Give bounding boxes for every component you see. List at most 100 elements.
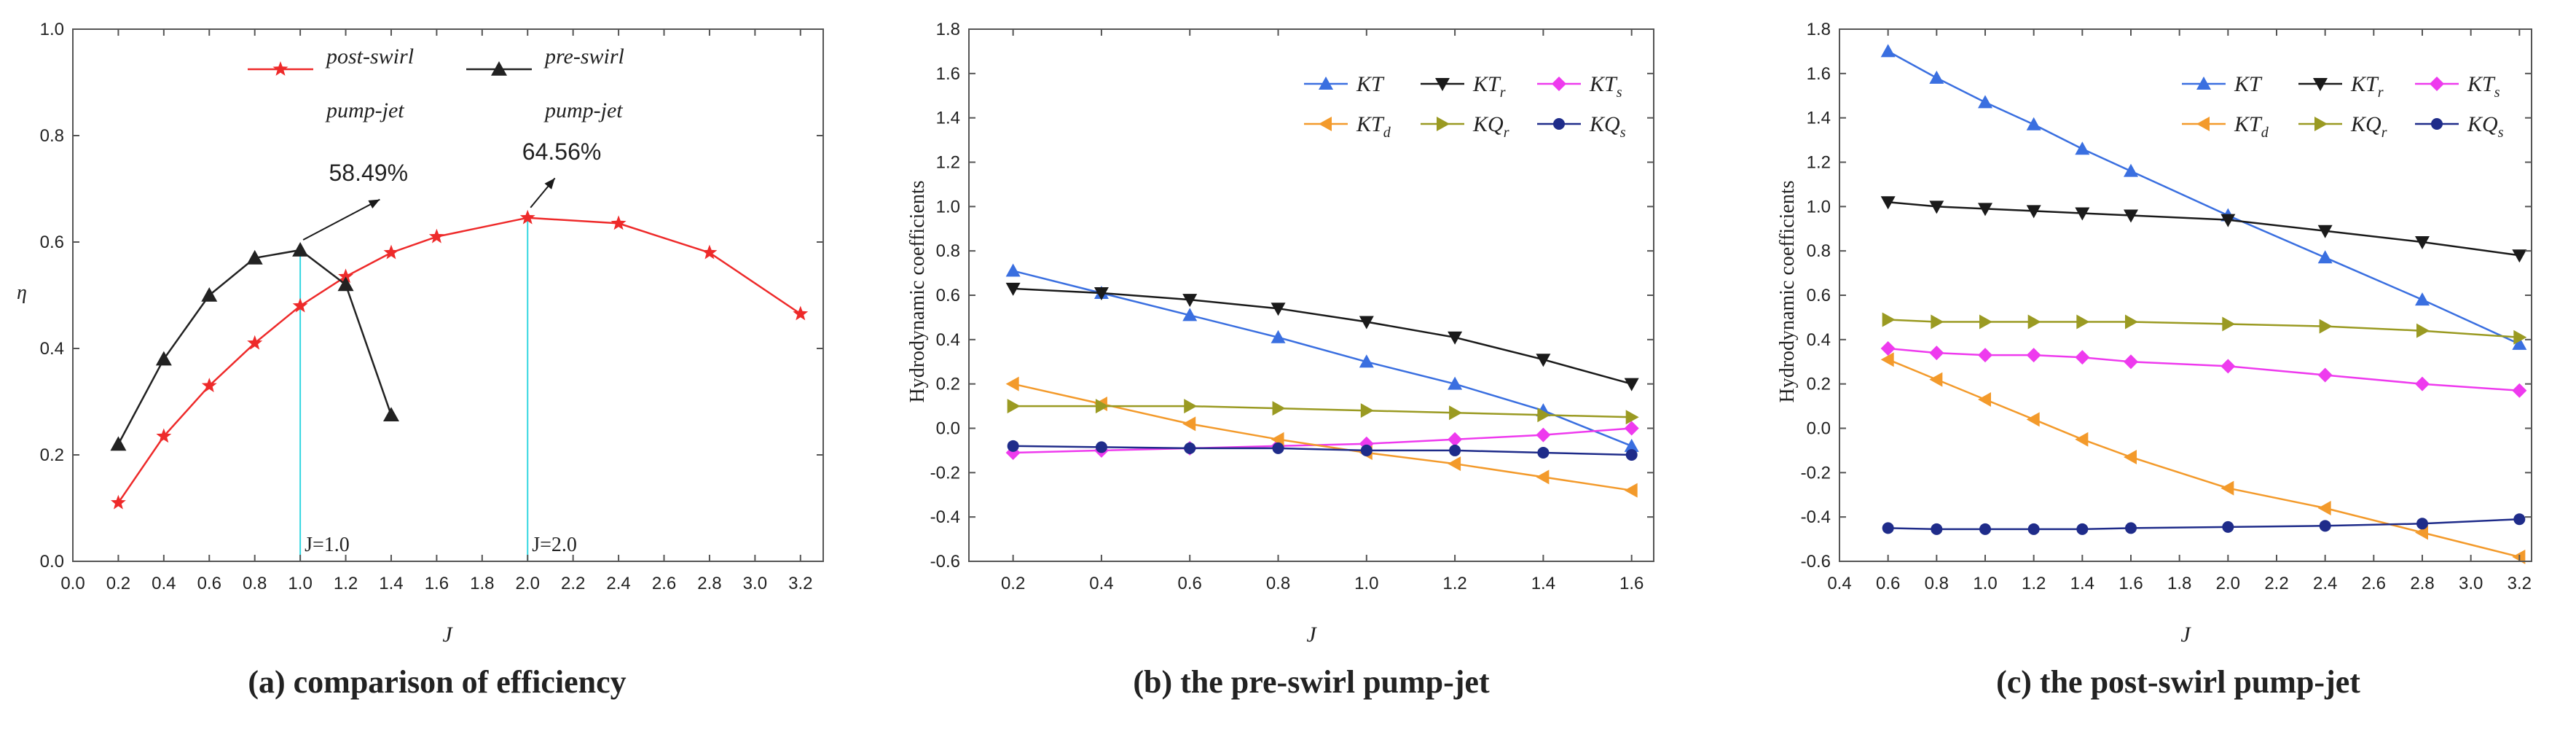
y-tick-label: -0.2 xyxy=(1801,463,1831,483)
series-line xyxy=(1013,427,1632,454)
y-tick-label: -0.4 xyxy=(1801,507,1831,527)
plot-frame xyxy=(968,28,1654,562)
data-point xyxy=(1929,372,1943,387)
y-tick-label: 1.8 xyxy=(1807,20,1831,39)
data-point xyxy=(1536,469,1550,485)
plot-frame xyxy=(1839,28,2532,562)
data-point xyxy=(1271,330,1286,343)
y-axis-label: Hydrodynamic coefficients xyxy=(1776,180,1799,402)
y-tick-label: 0.8 xyxy=(936,241,960,261)
legend-marker xyxy=(1319,77,1333,90)
y-tick-label: 1.8 xyxy=(936,20,960,39)
data-point xyxy=(428,228,444,243)
data-point xyxy=(2124,354,2138,370)
legend-label: KQs xyxy=(1589,112,1626,141)
annotation-arrowhead xyxy=(544,178,555,190)
data-point xyxy=(1184,442,1196,454)
x-tick-label: 1.8 xyxy=(470,574,494,593)
data-point xyxy=(2026,117,2041,130)
data-point xyxy=(2076,523,2089,535)
y-tick-label: 1.4 xyxy=(1807,109,1831,128)
y-tick-label: 0.4 xyxy=(40,339,64,359)
y-tick-label: 1.0 xyxy=(936,197,960,217)
data-point xyxy=(2220,480,2234,496)
data-point xyxy=(338,268,353,284)
x-tick-label: 2.6 xyxy=(652,574,676,593)
series-line xyxy=(1888,50,2520,346)
x-tick-label: 0.4 xyxy=(152,574,176,593)
data-point xyxy=(201,378,217,392)
legend-marker xyxy=(2431,118,2443,130)
data-point xyxy=(2317,250,2333,264)
data-point xyxy=(1979,523,1991,535)
data-point xyxy=(1536,427,1551,443)
data-point xyxy=(1449,405,1463,421)
series-line xyxy=(1013,287,1633,385)
data-point xyxy=(2317,501,2331,515)
data-point xyxy=(110,436,127,451)
data-point xyxy=(1005,282,1021,296)
data-point xyxy=(2319,319,2333,334)
legend-label: KT xyxy=(2234,72,2263,96)
x-tick-label: 2.6 xyxy=(2362,574,2386,593)
data-point xyxy=(1095,441,1107,453)
legend-marker xyxy=(2430,77,2444,91)
legend-label-line2: pump-jet xyxy=(543,98,623,122)
x-tick-label: 1.6 xyxy=(425,574,449,593)
legend-label: KTs xyxy=(2467,72,2500,101)
annotation-arrow xyxy=(302,198,380,241)
x-tick-label: 0.4 xyxy=(1827,574,1851,593)
legend-label: pre-swirl xyxy=(543,44,624,69)
post-swirl-coefficients-chart: 0.4 0.6 0.8 1.0 1.2 1.4 1.6 1.8 2.0 2.2 2.4 2.6 2.8 3… xyxy=(1776,20,2532,700)
data-point xyxy=(1448,331,1463,345)
x-tick-label: 2.2 xyxy=(561,574,585,593)
x-tick-label: 1.2 xyxy=(2022,574,2046,593)
x-axis-label: J xyxy=(2180,623,2191,647)
plot-frame xyxy=(72,28,824,562)
y-tick-label: 0.2 xyxy=(936,375,960,394)
data-point xyxy=(2415,292,2430,306)
x-tick-label: 1.8 xyxy=(2167,574,2191,593)
data-point xyxy=(1931,523,1943,535)
data-point xyxy=(2027,314,2041,330)
data-point xyxy=(2026,412,2040,427)
x-tick-label: 1.0 xyxy=(288,574,312,593)
data-point xyxy=(2124,163,2138,177)
data-point xyxy=(2317,367,2333,383)
series-line xyxy=(1888,319,2520,339)
y-tick-label: -0.2 xyxy=(930,463,960,483)
data-point xyxy=(1182,294,1198,308)
x-tick-label: 0.6 xyxy=(197,574,221,593)
data-point xyxy=(1978,391,1991,407)
y-tick-label: 0.2 xyxy=(40,445,64,465)
y-tick-label: 0.8 xyxy=(40,126,64,146)
legend-marker xyxy=(2314,117,2328,131)
data-point xyxy=(1095,399,1109,414)
chart-caption: (b) the pre-swirl pump-jet xyxy=(1133,664,1490,700)
y-tick-label: -0.6 xyxy=(930,552,960,572)
data-point xyxy=(2220,214,2236,227)
data-point xyxy=(1880,352,1894,367)
y-tick-label: 0.4 xyxy=(1807,330,1831,350)
data-point xyxy=(2076,314,2090,330)
data-point xyxy=(1184,399,1198,414)
data-point xyxy=(247,335,263,350)
x-tick-label: 1.6 xyxy=(1619,574,1644,593)
legend-label-line2: pump-jet xyxy=(325,98,404,122)
x-tick-label: 1.6 xyxy=(2118,574,2143,593)
series-line xyxy=(1888,200,2520,257)
data-point xyxy=(610,215,627,230)
y-tick-label: 0.8 xyxy=(1807,241,1831,261)
x-tick-label: 1.0 xyxy=(1973,574,1997,593)
x-tick-label: 1.4 xyxy=(379,574,403,593)
x-tick-label: 0.8 xyxy=(1925,574,1949,593)
data-point xyxy=(1007,399,1021,414)
data-point xyxy=(246,249,263,265)
legend-label: KQs xyxy=(2467,112,2504,141)
data-point xyxy=(156,428,172,443)
legend-marker xyxy=(1437,117,1450,131)
legend-label: KTd xyxy=(1356,112,1391,141)
annotation-label: 64.56% xyxy=(522,139,602,165)
data-point xyxy=(155,351,172,366)
